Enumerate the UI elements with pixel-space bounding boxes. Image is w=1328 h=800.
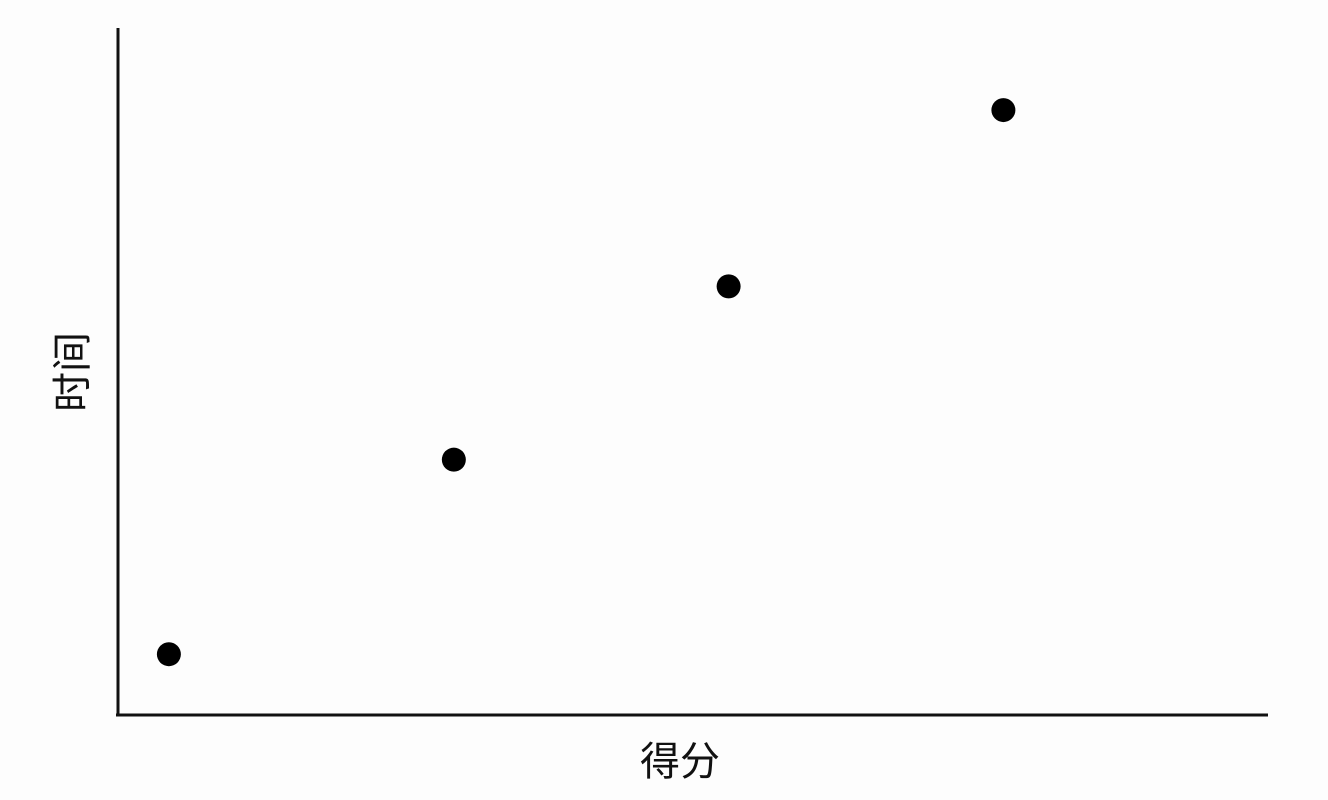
y-axis-label: 时间 <box>50 332 96 412</box>
data-point-2 <box>441 447 466 472</box>
points-layer <box>156 98 1016 667</box>
x-axis-label: 得分 <box>640 739 720 785</box>
data-point-4 <box>991 98 1016 123</box>
data-point-1 <box>156 642 181 667</box>
data-point-3 <box>716 274 741 299</box>
